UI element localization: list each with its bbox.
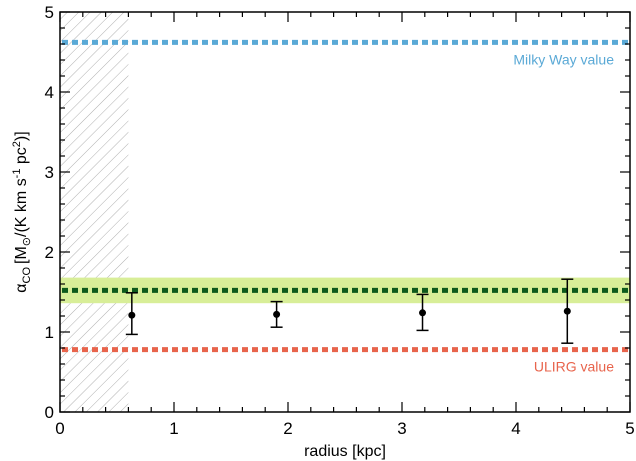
y-axis-label: αCO [M⊙/(K km s-1 pc2)] — [11, 131, 33, 292]
hatched-region — [60, 12, 129, 412]
y-label-open: [M — [13, 246, 30, 264]
y-tick-label: 5 — [45, 3, 54, 22]
data-point — [125, 292, 138, 336]
y-tick-label: 2 — [45, 243, 54, 262]
point-marker — [419, 309, 427, 317]
point-marker — [563, 307, 571, 315]
data-point — [416, 293, 429, 332]
y-label-sup1: -1 — [11, 169, 23, 179]
y-label-symbol: α — [13, 283, 30, 292]
plot-frame — [59, 11, 631, 413]
plot-background — [60, 12, 630, 412]
y-label-sup2: 2 — [11, 141, 23, 147]
x-tick-label: 4 — [511, 419, 520, 438]
point-marker — [128, 311, 136, 319]
data-point — [561, 278, 574, 344]
x-tick-label: 0 — [55, 419, 64, 438]
y-tick-label: 3 — [45, 163, 54, 182]
reference-line-label: Milky Way value — [513, 51, 614, 67]
x-tick-label: 2 — [283, 419, 292, 438]
x-axis-label: radius [kpc] — [304, 443, 386, 460]
data-point — [270, 300, 283, 328]
point-marker — [273, 310, 281, 318]
y-tick-label: 4 — [45, 83, 54, 102]
y-tick-label: 0 — [45, 403, 54, 422]
y-label-symbol-sub: CO — [21, 267, 33, 284]
x-tick-label: 3 — [397, 419, 406, 438]
y-label-close: )] — [13, 131, 30, 141]
x-tick-label: 5 — [625, 419, 634, 438]
reference-line-label: ULIRG value — [534, 359, 614, 375]
y-label-mid: /(K km s — [13, 178, 30, 237]
y-label-sun-sub: ⊙ — [21, 237, 33, 246]
x-tick-label: 1 — [169, 419, 178, 438]
y-label-mid2: pc — [13, 147, 30, 168]
y-tick-label: 1 — [45, 323, 54, 342]
